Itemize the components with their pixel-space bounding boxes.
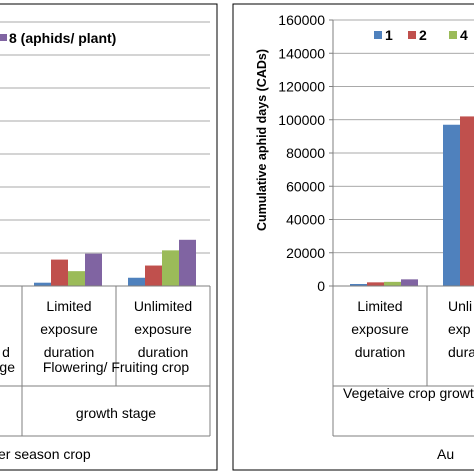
right-legend-swatch	[408, 31, 416, 39]
left-bar-1-cat1	[34, 282, 51, 286]
right-category-label: Limited	[357, 298, 402, 314]
left-legend-swatch	[0, 34, 7, 41]
left-category-label: Unlimited	[134, 298, 192, 314]
left-legend: 8 (aphids/ plant)	[0, 30, 116, 46]
left-category-label: Limited	[46, 298, 91, 314]
right-y-tick-labels: 0 20000 40000 60000 80000 100000 120000 140000 1…	[278, 12, 325, 294]
right-y-tick-label: 20000	[286, 245, 325, 261]
right-legend-swatch	[374, 31, 382, 39]
left-axes	[0, 285, 211, 437]
right-category-labels: Limited exposure duration Unli exp dura	[351, 298, 474, 360]
right-legend: 1 2 4	[374, 27, 468, 43]
left-legend-label: 8 (aphids/ plant)	[9, 30, 116, 46]
right-y-tick-label: 60000	[286, 178, 325, 194]
right-y-tick-label: 120000	[278, 79, 325, 95]
right-bar-1-cat0	[350, 284, 367, 286]
right-panel: Cumulative aphid days (CADs) 0 20000 40000…	[232, 3, 474, 471]
right-category-label: Unli	[448, 298, 472, 314]
right-category-label: dura	[448, 344, 474, 360]
right-category-label: duration	[355, 344, 406, 360]
left-bar-4-cat1	[68, 271, 85, 286]
right-y-axis-label: Cumulative aphid days (CADs)	[255, 49, 269, 231]
right-bar-4-cat0	[384, 281, 401, 286]
left-panel: d Limited exposure duration Unlimited exposur…	[0, 3, 218, 471]
left-bar-1-cat2	[128, 277, 145, 286]
left-category-label: exposure	[40, 321, 98, 337]
right-y-tick-label: 100000	[278, 112, 325, 128]
left-super-label: er season crop	[0, 446, 91, 462]
left-group-labels: tage Flowering/ Fruiting crop growth stage	[0, 359, 189, 421]
left-bar-8-cat1	[85, 253, 102, 286]
left-bars	[34, 239, 196, 286]
left-category-label: duration	[44, 344, 95, 360]
right-bars	[350, 116, 474, 286]
right-category-label: exp	[448, 321, 471, 337]
right-bar-2-cat0	[367, 282, 384, 286]
right-y-tick-label: 0	[317, 278, 325, 294]
left-bar-4-cat2	[162, 250, 179, 286]
left-bar-2-cat2	[145, 265, 162, 286]
right-y-tick-label: 80000	[286, 145, 325, 161]
left-category-label: exposure	[134, 321, 192, 337]
right-y-tick-label: 40000	[286, 212, 325, 228]
right-group-labels: Vegetaive crop growt	[343, 385, 474, 401]
right-panel-frame	[232, 3, 474, 471]
left-gridlines	[0, 21, 210, 254]
left-panel-frame	[0, 3, 218, 471]
right-legend-label: 1	[385, 27, 393, 43]
right-y-tick-label: 140000	[278, 45, 325, 61]
right-y-tick-label: 160000	[278, 12, 325, 28]
left-bar-2-cat1	[51, 259, 68, 286]
right-legend-label: 4	[460, 27, 468, 43]
left-category-labels: d Limited exposure duration Unlimited exposur…	[2, 298, 192, 360]
right-category-label: exposure	[351, 321, 409, 337]
left-group-label: growth stage	[76, 405, 156, 421]
left-category-label: duration	[138, 344, 189, 360]
right-bar-1-cat1	[443, 124, 460, 286]
left-category-label: d	[2, 344, 10, 360]
right-bar-2-cat1	[460, 116, 474, 286]
right-axes	[329, 19, 474, 437]
right-super-label: Au	[437, 446, 454, 462]
left-bar-8-cat2	[179, 239, 196, 286]
right-legend-swatch	[449, 31, 457, 39]
right-bar-8-cat0	[401, 279, 418, 286]
right-group-label: Vegetaive crop growt	[343, 385, 474, 401]
left-group-label: tage	[0, 359, 15, 375]
right-legend-label: 2	[419, 27, 427, 43]
left-group-label: Flowering/ Fruiting crop	[43, 359, 189, 375]
